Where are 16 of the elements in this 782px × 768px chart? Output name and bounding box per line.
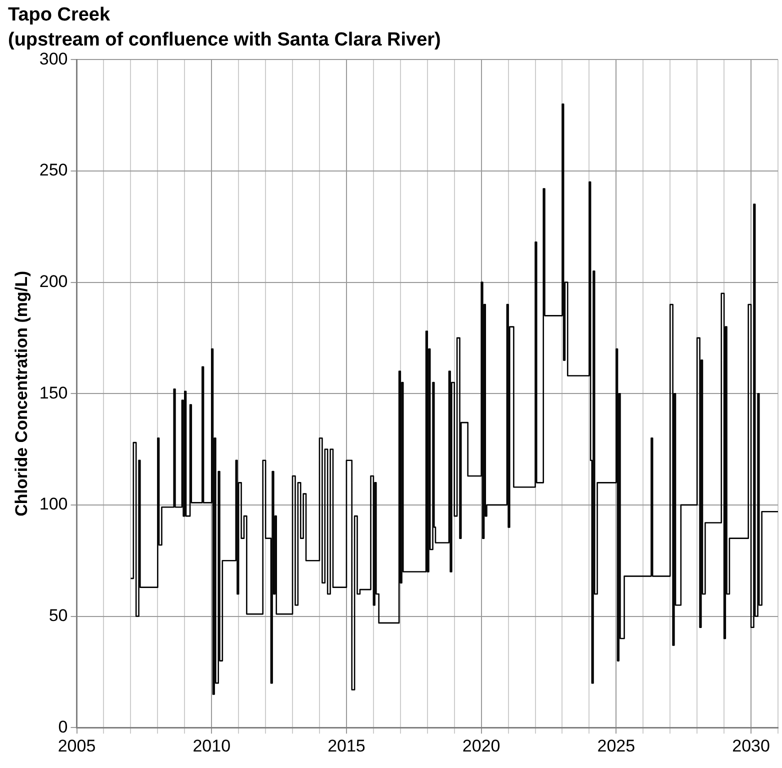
y-tick-label: 200 bbox=[39, 272, 68, 291]
x-tick-label: 2020 bbox=[462, 736, 500, 756]
x-tick-label: 2030 bbox=[732, 736, 770, 756]
chart-subtitle: (upstream of confluence with Santa Clara River) bbox=[8, 29, 441, 50]
y-tick-label: 100 bbox=[39, 494, 68, 514]
chart-title: Tapo Creek bbox=[8, 4, 110, 26]
y-tick-label: 150 bbox=[39, 383, 68, 402]
y-axis-title: Chloride Concentration (mg/L) bbox=[12, 270, 31, 516]
x-tick-label: 2010 bbox=[192, 736, 231, 756]
y-tick-label: 0 bbox=[58, 717, 68, 736]
y-tick-label: 50 bbox=[48, 606, 68, 625]
x-tick-label: 2015 bbox=[328, 736, 366, 756]
x-tick-label: 2025 bbox=[597, 736, 636, 756]
x-tick-label: 2005 bbox=[58, 736, 96, 756]
y-tick-label: 250 bbox=[39, 160, 68, 180]
y-tick-label: 300 bbox=[39, 49, 68, 68]
